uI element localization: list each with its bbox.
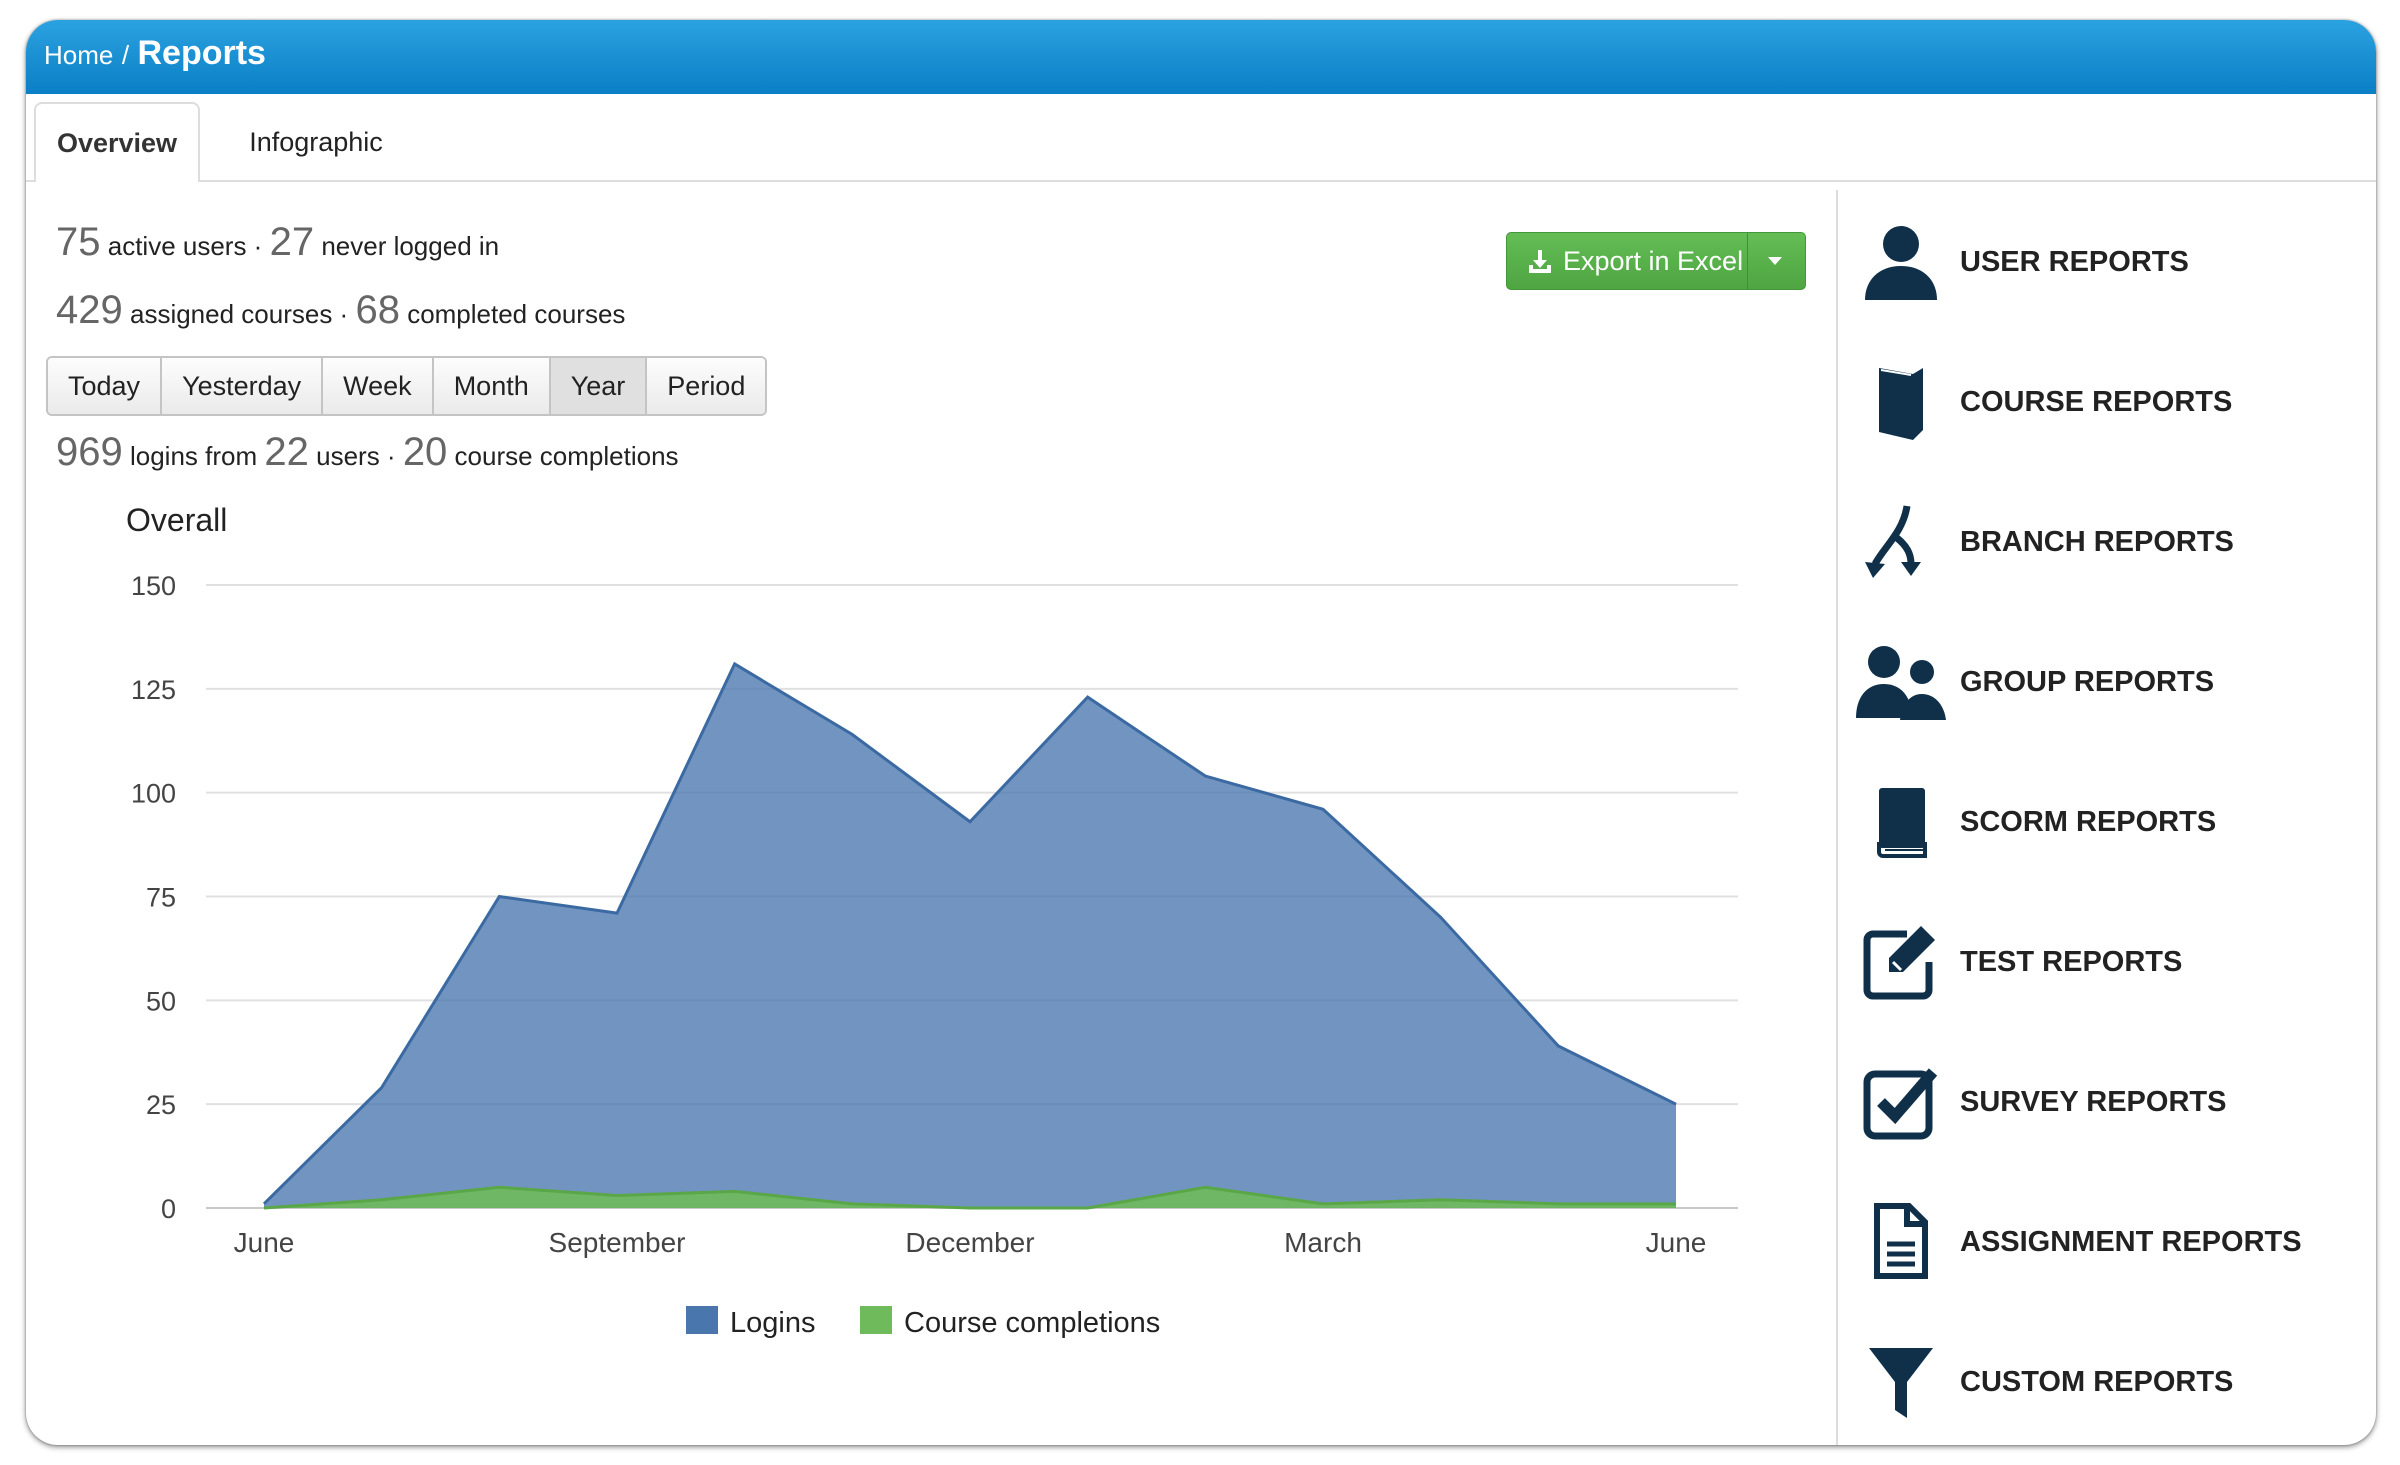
edit-icon [1856,917,1946,1007]
course-reports-label: COURSE REPORTS [1960,385,2233,418]
period-summary: 969 logins from 22 users · 20 course com… [56,430,679,475]
group-reports-label: GROUP REPORTS [1960,665,2215,698]
export-excel-label: Export in Excel [1563,245,1744,276]
series-area-completions [264,1187,1676,1208]
export-excel-main[interactable]: Export in Excel [1507,246,1747,277]
chart-title: Overall [126,502,228,538]
y-tick-label: 25 [146,1090,176,1120]
completed-courses-label: completed courses [407,299,626,329]
scorm-reports-link[interactable]: SCORM REPORTS [1856,772,2356,872]
download-icon [1529,250,1551,273]
users-count: 22 [264,430,309,474]
y-tick-label: 125 [131,675,176,705]
filter-icon [1856,1337,1946,1427]
checkbox-icon [1856,1057,1946,1147]
y-tick-label: 150 [131,571,176,601]
breadcrumb: Home / Reports [44,34,266,73]
user-reports-link[interactable]: USER REPORTS [1856,212,2356,312]
custom-reports-link[interactable]: CUSTOM REPORTS [1856,1332,2356,1432]
user-icon [1856,217,1946,307]
branch-reports-label: BRANCH REPORTS [1960,525,2234,558]
period-selector: Today Yesterday Week Month Year Period [46,356,768,416]
caret-down-icon [1768,257,1782,265]
reports-panel: Home / Reports Overview Infographic 75 a… [26,20,2376,1445]
users-label: users · [316,441,396,471]
branch-reports-link[interactable]: BRANCH REPORTS [1856,492,2356,592]
y-tick-label: 75 [146,883,176,913]
active-users-label: active users · [107,231,263,261]
x-tick-label: December [905,1227,1034,1258]
breadcrumb-current: Reports [137,34,266,72]
legend-swatch [686,1306,718,1334]
tab-overview[interactable]: Overview [34,102,200,182]
course-completions-count: 20 [402,430,448,474]
period-month-button[interactable]: Month [433,358,551,414]
x-tick-label: March [1284,1227,1362,1258]
x-tick-label: June [234,1227,295,1258]
survey-reports-label: SURVEY REPORTS [1960,1085,2227,1118]
x-tick-label: June [1646,1227,1707,1258]
breadcrumb-home-link[interactable]: Home [44,40,114,70]
assignment-reports-label: ASSIGNMENT REPORTS [1960,1225,2302,1258]
tab-infographic[interactable]: Infographic [249,126,383,157]
never-logged-in-label: never logged in [321,231,500,261]
logins-label: logins from [129,441,258,471]
period-year-button[interactable]: Year [550,358,648,414]
series-area-logins [264,663,1676,1208]
x-tick-label: September [549,1227,686,1258]
scorm-book-icon [1856,777,1946,867]
export-dropdown-toggle[interactable] [1747,233,1802,289]
survey-reports-link[interactable]: SURVEY REPORTS [1856,1052,2356,1152]
courses-summary: 429 assigned courses · 68 completed cour… [56,288,625,333]
logins-count: 969 [56,430,123,474]
test-reports-label: TEST REPORTS [1960,945,2183,978]
y-tick-label: 50 [146,986,176,1016]
period-today-button[interactable]: Today [48,358,163,414]
period-week-button[interactable]: Week [323,358,434,414]
period-yesterday-button[interactable]: Yesterday [162,358,324,414]
completed-courses-count: 68 [355,288,400,332]
legend-label: Logins [730,1307,815,1339]
users-summary: 75 active users · 27 never logged in [56,220,499,265]
legend-swatch [860,1306,892,1334]
header-bar: Home / Reports [26,20,2376,94]
legend-label: Course completions [904,1307,1160,1339]
course-book-icon [1856,357,1946,447]
group-icon [1856,637,1946,727]
sidebar-divider [1836,190,1838,1445]
tabs-divider [26,180,2376,182]
breadcrumb-separator: / [121,40,130,70]
assignment-reports-link[interactable]: ASSIGNMENT REPORTS [1856,1192,2356,1292]
group-reports-link[interactable]: GROUP REPORTS [1856,632,2356,732]
export-excel-button[interactable]: Export in Excel [1506,232,1806,290]
document-icon [1856,1197,1946,1287]
test-reports-link[interactable]: TEST REPORTS [1856,912,2356,1012]
period-custom-button[interactable]: Period [647,358,766,414]
custom-reports-label: CUSTOM REPORTS [1960,1365,2234,1398]
overall-area-chart: 0 25 50 75 100 125 150 June September December Mar… [131,571,1738,1339]
assigned-courses-count: 429 [56,288,123,332]
user-reports-label: USER REPORTS [1960,245,2189,278]
y-tick-label: 0 [161,1194,176,1224]
branch-icon [1856,497,1946,587]
never-logged-in-count: 27 [269,220,315,264]
scorm-reports-label: SCORM REPORTS [1960,805,2217,838]
assigned-courses-label: assigned courses · [129,299,349,329]
course-completions-label: course completions [454,441,679,471]
course-reports-link[interactable]: COURSE REPORTS [1856,352,2356,452]
y-tick-label: 100 [131,779,176,809]
active-users-count: 75 [56,220,101,264]
